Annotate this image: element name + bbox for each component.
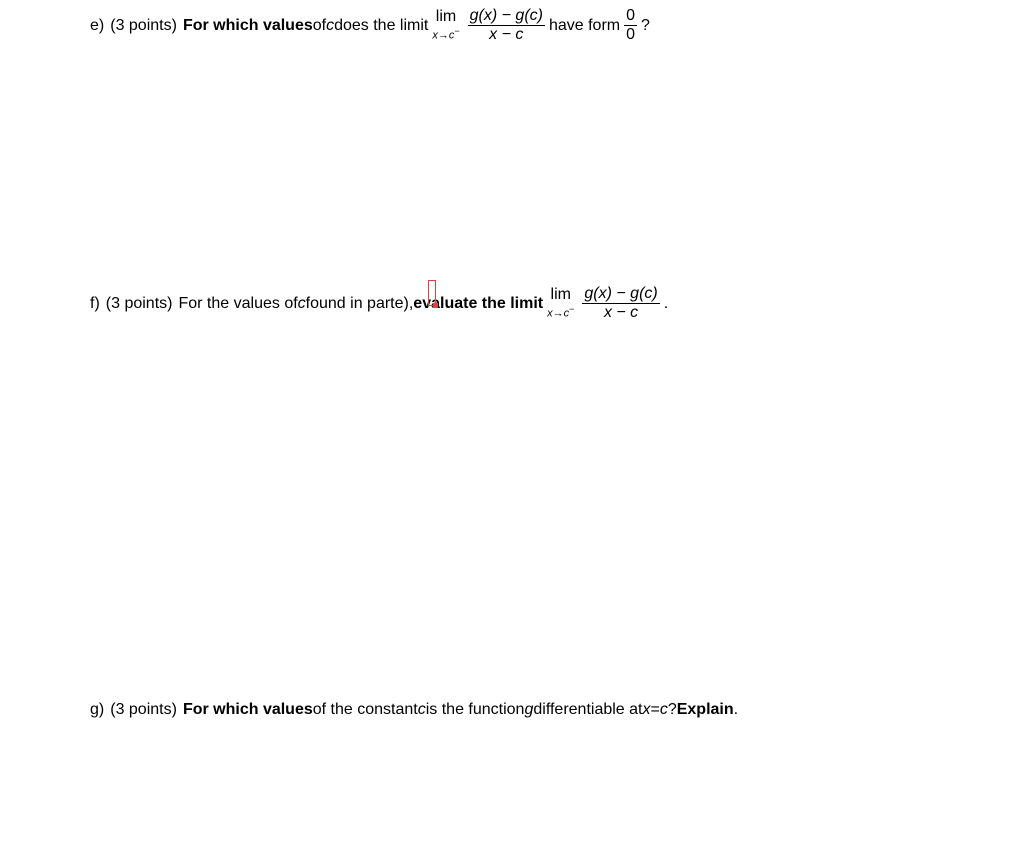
question-f-frac: g(x) − g(c) x − c <box>582 286 659 321</box>
question-e-lim: lim x→c− <box>432 9 459 42</box>
question-g-lead4: differentiable at <box>533 700 642 719</box>
lim-sub-sup: − <box>454 26 459 36</box>
lim-op: lim <box>551 287 571 303</box>
question-f-lim: lim x→c− <box>547 287 574 320</box>
question-e-lead2: of <box>313 16 326 35</box>
question-f-points: (3 points) <box>106 294 173 313</box>
frac-den: x − c <box>602 305 640 321</box>
question-e-row: e) (3 points) For which values of c does… <box>90 8 964 43</box>
question-g-row: g) (3 points) For which values of the co… <box>90 700 964 719</box>
question-e-tail: ? <box>641 16 650 35</box>
question-e-lead1: For which values <box>183 16 313 35</box>
question-g-tail3: . <box>734 700 738 719</box>
question-g-lead3: is the function <box>426 700 525 719</box>
question-f-lead2: found in part <box>306 294 395 313</box>
question-f-lead3: ), <box>404 294 414 313</box>
question-g-lead2: of the constant <box>313 700 418 719</box>
lim-sub-arrow: → <box>553 308 564 320</box>
frac-num: g(x) − g(c) <box>468 8 545 24</box>
question-g-tail1: ? <box>668 700 677 719</box>
lim-op: lim <box>436 9 456 25</box>
question-g: g) (3 points) For which values of the co… <box>90 700 964 719</box>
question-g-tail2: Explain <box>677 700 734 719</box>
question-e-var: c <box>326 16 334 35</box>
question-f-tail: . <box>664 294 668 313</box>
lim-sub-arrow: → <box>438 30 449 42</box>
lim-sub: x→c− <box>547 305 574 320</box>
question-f: f) (3 points) For the values of c found … <box>90 286 964 321</box>
question-f-lead1: For the values of <box>178 294 297 313</box>
form-num: 0 <box>624 8 637 24</box>
page: e) (3 points) For which values of c does… <box>0 0 1024 845</box>
question-g-eq-lhs: x <box>642 700 650 719</box>
frac-num: g(x) − g(c) <box>582 286 659 302</box>
question-e-lead3: does the limit <box>334 16 428 35</box>
question-e-frac: g(x) − g(c) x − c <box>468 8 545 43</box>
question-g-lead1: For which values <box>183 700 313 719</box>
question-e-points: (3 points) <box>110 16 177 35</box>
question-g-var: c <box>418 700 426 719</box>
question-g-points: (3 points) <box>110 700 177 719</box>
question-f-row: f) (3 points) For the values of c found … <box>90 286 964 321</box>
question-f-ref: e <box>395 294 404 313</box>
lim-sub: x→c− <box>432 27 459 42</box>
frac-den: x − c <box>487 27 525 43</box>
question-f-var: c <box>298 294 306 313</box>
question-g-eq-rhs: c <box>660 700 668 719</box>
annotation-cursor[interactable] <box>428 280 436 306</box>
form-den: 0 <box>624 27 637 43</box>
question-e-form: 0 0 <box>624 8 637 43</box>
lim-sub-sup: − <box>569 304 574 314</box>
question-g-eq-eq: = <box>650 700 659 719</box>
question-e: e) (3 points) For which values of c does… <box>90 8 964 43</box>
question-e-mid: have form <box>549 16 620 35</box>
question-g-label: g) <box>90 700 104 719</box>
question-f-label: f) <box>90 294 100 313</box>
question-g-fn: g <box>524 700 533 719</box>
question-e-label: e) <box>90 16 104 35</box>
